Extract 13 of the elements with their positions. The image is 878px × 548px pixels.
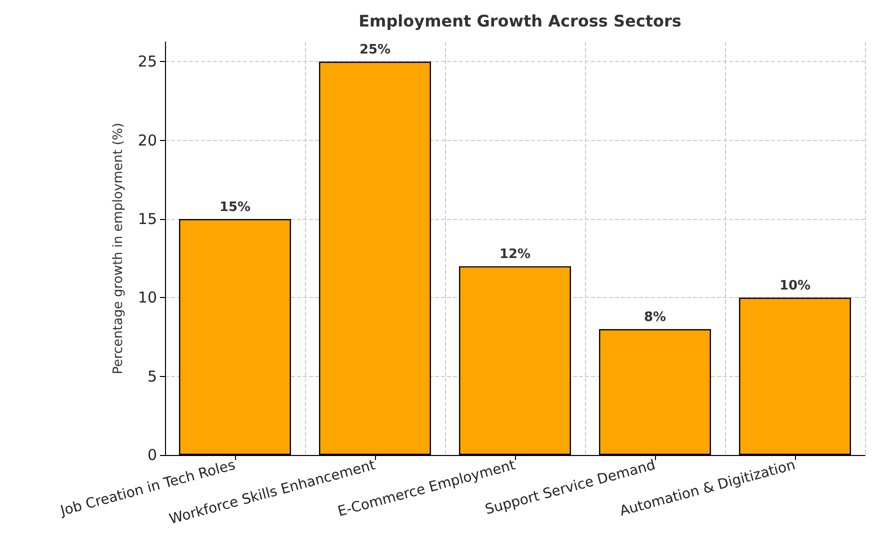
y-tick-label: 0 <box>147 446 157 464</box>
chart-title: Employment Growth Across Sectors <box>358 12 682 30</box>
y-tick-label: 25 <box>138 52 157 71</box>
y-tick-label: 10 <box>138 288 157 307</box>
y-tick-label: 15 <box>138 210 157 228</box>
data-label: 25% <box>359 42 391 58</box>
data-label: 15% <box>219 200 251 215</box>
data-label: 8% <box>644 310 666 326</box>
data-label: 10% <box>779 278 811 294</box>
y-tick-label: 5 <box>147 367 157 386</box>
y-tick-label: 20 <box>138 131 157 150</box>
data-label: 12% <box>499 247 531 262</box>
y-axis-title: Percentage growth in employment (%) <box>111 122 126 374</box>
